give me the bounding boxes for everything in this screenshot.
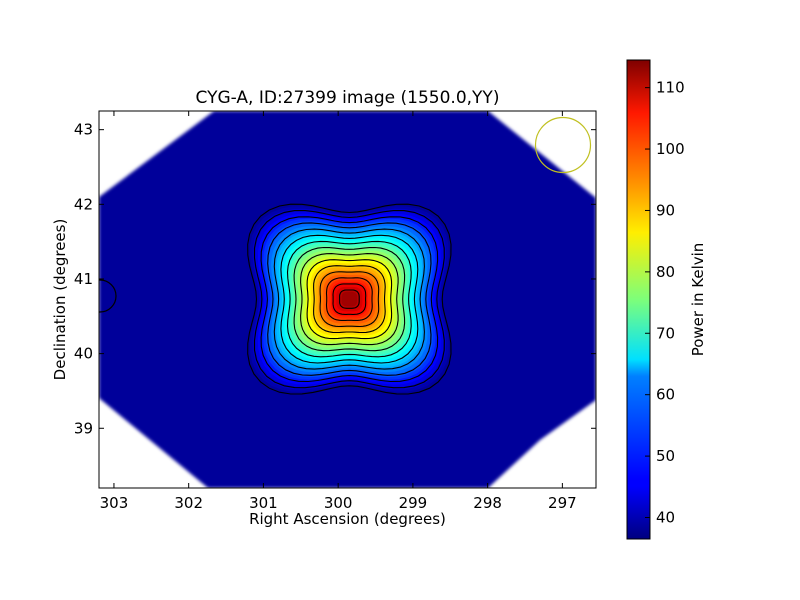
x-tick-label: 298 (473, 494, 502, 512)
colorbar-label: Power in Kelvin (689, 243, 707, 357)
contour-line (267, 222, 432, 376)
colorbar-tick-label: 40 (656, 509, 675, 527)
contour-layer (247, 203, 452, 395)
colorbar-tick-label: 50 (656, 447, 675, 465)
y-axis-ticks: 39 40 41 42 43 (74, 121, 596, 437)
contour-line (300, 253, 399, 346)
y-tick-label: 42 (74, 195, 93, 213)
contour-line (286, 240, 412, 358)
contour-line (247, 203, 452, 395)
colorbar-frame (626, 59, 651, 540)
x-axis-label: Right Ascension (degrees) (249, 510, 446, 528)
colorbar-tick-label: 100 (656, 140, 685, 158)
colorbar: 40 50 60 70 80 90 100 110 Power in Kelvin (626, 59, 707, 540)
x-tick-label: 302 (174, 494, 203, 512)
y-tick-label: 43 (74, 121, 93, 139)
y-tick-label: 39 (74, 419, 93, 437)
x-tick-label: 300 (324, 494, 353, 512)
colorbar-ticks: 40 50 60 70 80 90 100 110 (645, 79, 685, 527)
x-tick-label: 297 (548, 494, 577, 512)
heat-level (341, 291, 358, 307)
chart-title: CYG-A, ID:27399 image (1550.0,YY) (196, 88, 500, 108)
contour-line (253, 210, 445, 389)
colorbar-gradient (627, 60, 650, 539)
plot-frame (98, 110, 597, 489)
contour-line (332, 283, 367, 315)
x-tick-label: 301 (249, 494, 278, 512)
y-tick-label: 40 (74, 345, 93, 363)
y-tick-label: 41 (74, 270, 93, 288)
beam-circle (534, 116, 592, 174)
colorbar-tick-label: 80 (656, 263, 675, 281)
contour-line (260, 216, 439, 383)
contour-line (339, 289, 360, 309)
contour-line (313, 265, 386, 334)
heatmap-layer (249, 206, 449, 392)
y-axis-label: Declination (degrees) (51, 219, 69, 381)
colorbar-tick-label: 60 (656, 386, 675, 404)
contour-line (293, 246, 406, 352)
x-tick-label: 299 (399, 494, 428, 512)
plot-area: 303 302 301 300 299 298 297 39 40 41 42 43 (74, 110, 597, 512)
colorbar-tick-label: 90 (656, 201, 675, 219)
colorbar-tick-label: 110 (656, 79, 685, 97)
x-axis-ticks: 303 302 301 300 299 298 297 (100, 111, 577, 512)
contour-line (325, 277, 373, 321)
contour-line (319, 271, 380, 328)
partial-source-circle (99, 279, 117, 313)
colorbar-tick-label: 70 (656, 324, 675, 342)
contour-line (273, 228, 425, 370)
contour-line (306, 259, 393, 340)
contour-line (280, 234, 419, 364)
x-tick-label: 303 (100, 494, 129, 512)
